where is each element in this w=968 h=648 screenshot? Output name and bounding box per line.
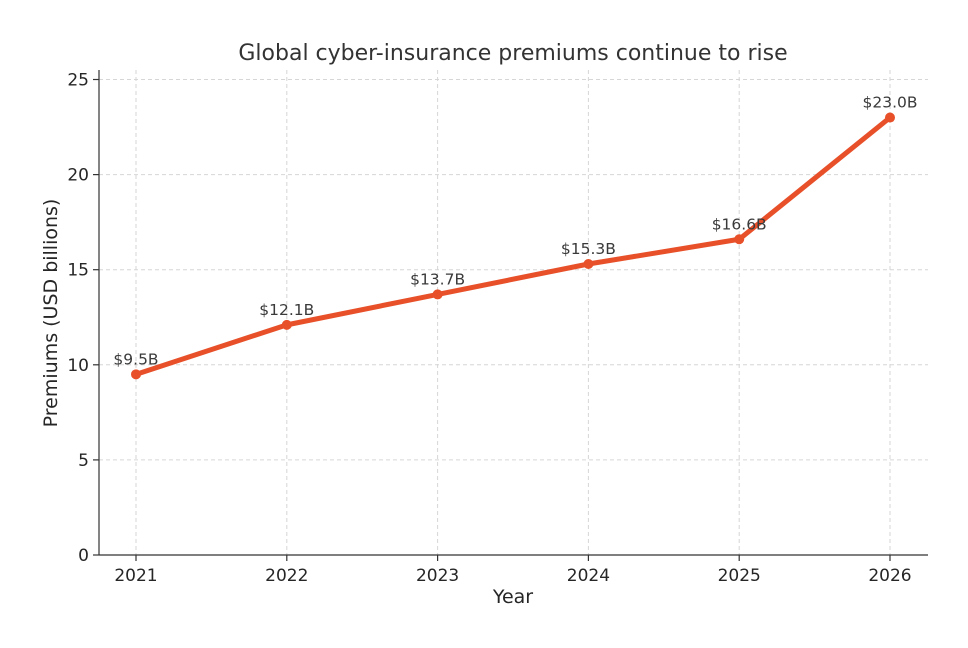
series-line: [133, 115, 893, 377]
data-point: [281, 319, 292, 330]
y-tick-label: 15: [67, 261, 89, 281]
y-tick-label: 20: [67, 166, 89, 186]
data-point: [734, 234, 745, 245]
x-tick-label: 2026: [868, 566, 911, 586]
data-point: [583, 259, 594, 269]
x-tick-label: 2023: [416, 566, 459, 586]
data-point: [432, 289, 443, 300]
series: [131, 112, 895, 380]
y-tick-label: 10: [67, 356, 89, 376]
x-axis-title: Year: [492, 586, 533, 608]
x-tick-label: 2024: [567, 566, 610, 586]
data-labels: $9.5B $12.1B $13.7B $15.3B $16.6B $23.0B: [113, 94, 917, 369]
grid: [99, 70, 928, 556]
data-point: [885, 112, 895, 123]
data-label: $12.1B: [259, 301, 314, 319]
x-tick-label: 2022: [265, 566, 308, 586]
chart-title: Global cyber-insurance premiums continue…: [238, 41, 787, 66]
data-label: $9.5B: [113, 350, 158, 368]
data-label: $13.7B: [410, 270, 465, 288]
data-label: $23.0B: [862, 94, 917, 112]
y-tick-label: 5: [78, 451, 89, 471]
y-tick-label: 25: [67, 71, 89, 91]
data-label: $15.3B: [561, 240, 616, 258]
y-axis-title: Premiums (USD billions): [40, 199, 62, 428]
data-label: $16.6B: [712, 215, 767, 233]
x-tick-label: 2025: [718, 566, 761, 586]
y-tick-label: 0: [78, 546, 89, 566]
x-tick-label: 2021: [114, 566, 157, 586]
data-point: [131, 369, 141, 380]
